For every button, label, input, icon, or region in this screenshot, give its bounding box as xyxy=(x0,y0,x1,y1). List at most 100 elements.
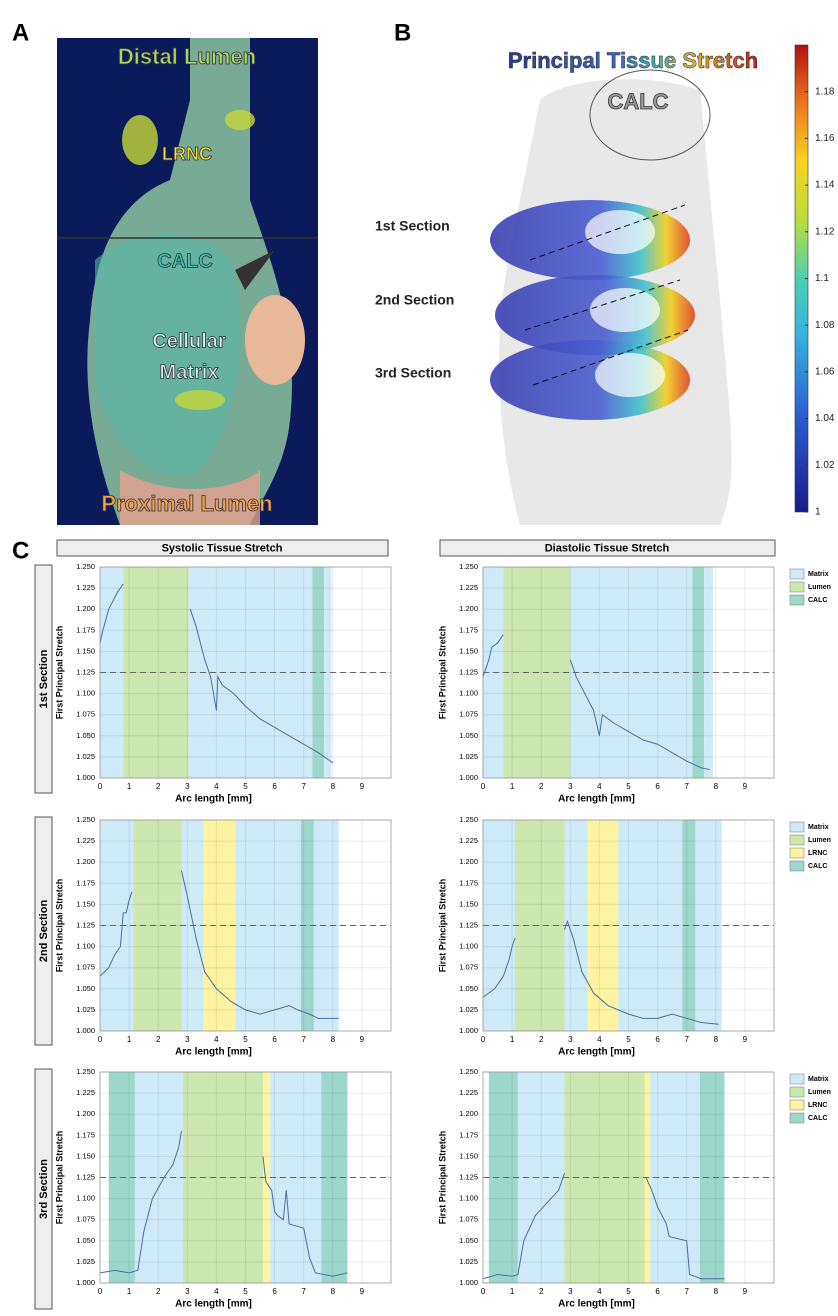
x-tick-label: 1 xyxy=(127,782,132,791)
x-tick-label: 1 xyxy=(510,1287,515,1296)
x-tick-label: 6 xyxy=(272,1287,277,1296)
x-tick-label: 8 xyxy=(714,1287,719,1296)
x-tick-label: 9 xyxy=(743,1287,748,1296)
x-tick-label: 8 xyxy=(714,1035,719,1044)
colorbar-tick-label: 1.02 xyxy=(815,460,835,471)
colorbar-tick-label: 1.08 xyxy=(815,320,835,331)
axes-frame xyxy=(482,1071,775,1284)
x-tick-label: 9 xyxy=(360,1035,365,1044)
colorbar-tick-label: 1.14 xyxy=(815,180,835,191)
legend-swatch xyxy=(789,847,805,859)
legend-label: Matrix xyxy=(808,824,829,831)
x-tick-label: 3 xyxy=(568,1287,573,1296)
colorbar-tick-label: 1.04 xyxy=(815,413,835,424)
y-tick-label: 1.250 xyxy=(459,562,478,571)
column-title: Diastolic Tissue Stretch xyxy=(545,542,670,554)
y-tick-label: 1.150 xyxy=(76,646,95,655)
legend-swatch xyxy=(789,581,805,593)
stretch-line xyxy=(482,1173,725,1280)
legend-label: LRNC xyxy=(808,1102,827,1109)
y-tick-label: 1.075 xyxy=(459,710,478,719)
y-tick-label: 1.125 xyxy=(76,667,95,676)
legend-label: CALC xyxy=(808,863,827,870)
panel-b-title: Principal Tissue Stretch xyxy=(508,48,758,73)
anatomy-label: Cellular xyxy=(152,330,226,352)
y-tick-label: 1.175 xyxy=(459,1130,478,1139)
y-tick-label: 1.175 xyxy=(459,878,478,887)
x-tick-label: 5 xyxy=(626,782,631,791)
x-axis-label: Arc length [mm] xyxy=(558,1047,635,1058)
legend-swatch xyxy=(789,1086,805,1098)
x-tick-label: 0 xyxy=(98,1287,103,1296)
y-tick-label: 1.100 xyxy=(459,689,478,698)
y-axis-label: First Principal Stretch xyxy=(437,1131,447,1225)
stretch-line xyxy=(99,870,339,1019)
x-tick-label: 4 xyxy=(597,1287,602,1296)
x-tick-label: 7 xyxy=(684,1287,689,1296)
legend-label: LRNC xyxy=(808,850,827,857)
x-tick-label: 5 xyxy=(626,1287,631,1296)
y-tick-label: 1.000 xyxy=(76,1278,95,1287)
y-tick-label: 1.250 xyxy=(76,1067,95,1076)
colorbar-tick-label: 1.1 xyxy=(815,273,829,284)
y-tick-label: 1.225 xyxy=(76,1088,95,1097)
legend-label: CALC xyxy=(808,1115,827,1122)
anatomy-label: CALC xyxy=(157,250,213,272)
colorbar-tick-label: 1 xyxy=(815,507,821,518)
y-tick-label: 1.050 xyxy=(459,1236,478,1245)
legend-swatch xyxy=(789,1099,805,1111)
y-tick-label: 1.125 xyxy=(76,1172,95,1181)
y-tick-label: 1.200 xyxy=(76,857,95,866)
region xyxy=(203,820,236,1031)
y-tick-label: 1.225 xyxy=(459,836,478,845)
y-tick-label: 1.075 xyxy=(76,1215,95,1224)
panel-a-image xyxy=(57,38,318,525)
x-tick-label: 7 xyxy=(684,1035,689,1044)
x-tick-label: 0 xyxy=(98,782,103,791)
stretch-line xyxy=(482,634,711,771)
y-tick-label: 1.025 xyxy=(459,1257,478,1266)
y-tick-label: 1.150 xyxy=(459,899,478,908)
x-tick-label: 1 xyxy=(127,1035,132,1044)
anatomy-label: Proximal Lumen xyxy=(101,491,272,516)
x-tick-label: 8 xyxy=(331,1035,336,1044)
row-title: 2nd Section xyxy=(38,900,50,963)
legend-swatch xyxy=(789,594,805,606)
anatomy-label: LRNC xyxy=(162,144,212,164)
legend-swatch xyxy=(789,834,805,846)
y-tick-label: 1.150 xyxy=(459,1151,478,1160)
y-tick-label: 1.150 xyxy=(76,899,95,908)
y-tick-label: 1.025 xyxy=(459,1005,478,1014)
y-tick-label: 1.250 xyxy=(459,1067,478,1076)
x-tick-label: 1 xyxy=(127,1287,132,1296)
column-title: Systolic Tissue Stretch xyxy=(162,542,283,554)
x-tick-label: 3 xyxy=(185,1287,190,1296)
x-tick-label: 5 xyxy=(626,1035,631,1044)
region xyxy=(570,567,693,778)
x-tick-label: 7 xyxy=(301,1287,306,1296)
axes-frame xyxy=(482,819,775,1032)
x-tick-label: 0 xyxy=(481,782,486,791)
legend-label: Matrix xyxy=(808,1076,829,1083)
colorbar-tick-label: 1.06 xyxy=(815,367,835,378)
y-tick-label: 1.200 xyxy=(76,604,95,613)
y-axis-label: First Principal Stretch xyxy=(54,1131,64,1225)
legend-swatch xyxy=(789,1112,805,1124)
y-tick-label: 1.150 xyxy=(76,1151,95,1160)
y-tick-label: 1.250 xyxy=(76,562,95,571)
x-tick-label: 6 xyxy=(272,1035,277,1044)
y-tick-label: 1.025 xyxy=(76,1005,95,1014)
x-tick-label: 9 xyxy=(743,1035,748,1044)
x-tick-label: 6 xyxy=(655,1035,660,1044)
x-tick-label: 9 xyxy=(360,1287,365,1296)
row-title-box xyxy=(34,564,53,794)
y-tick-label: 1.025 xyxy=(459,752,478,761)
y-tick-label: 1.000 xyxy=(76,1026,95,1035)
x-tick-label: 3 xyxy=(568,1035,573,1044)
x-axis-label: Arc length [mm] xyxy=(175,794,252,805)
x-tick-label: 1 xyxy=(510,782,515,791)
y-tick-label: 1.000 xyxy=(459,773,478,782)
y-tick-label: 1.125 xyxy=(459,1172,478,1181)
y-tick-label: 1.100 xyxy=(76,1194,95,1203)
y-tick-label: 1.050 xyxy=(459,984,478,993)
